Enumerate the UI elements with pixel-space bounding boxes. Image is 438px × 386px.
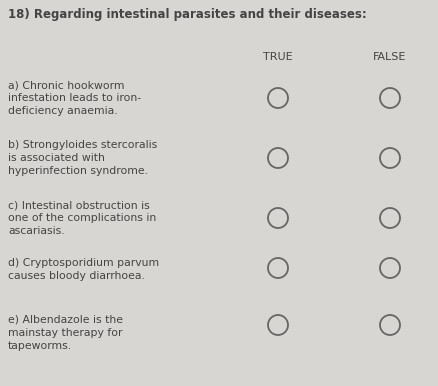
- Text: e) Albendazole is the
mainstay therapy for
tapeworms.: e) Albendazole is the mainstay therapy f…: [8, 315, 123, 350]
- Text: TRUE: TRUE: [263, 52, 293, 62]
- Text: FALSE: FALSE: [373, 52, 407, 62]
- Text: c) Intestinal obstruction is
one of the complications in
ascariasis.: c) Intestinal obstruction is one of the …: [8, 200, 156, 235]
- Text: a) Chronic hookworm
infestation leads to iron-
deficiency anaemia.: a) Chronic hookworm infestation leads to…: [8, 80, 141, 115]
- Text: b) Strongyloides stercoralis
is associated with
hyperinfection syndrome.: b) Strongyloides stercoralis is associat…: [8, 140, 157, 176]
- Text: 18) Regarding intestinal parasites and their diseases:: 18) Regarding intestinal parasites and t…: [8, 8, 367, 21]
- Text: d) Cryptosporidium parvum
causes bloody diarrhoea.: d) Cryptosporidium parvum causes bloody …: [8, 258, 159, 281]
